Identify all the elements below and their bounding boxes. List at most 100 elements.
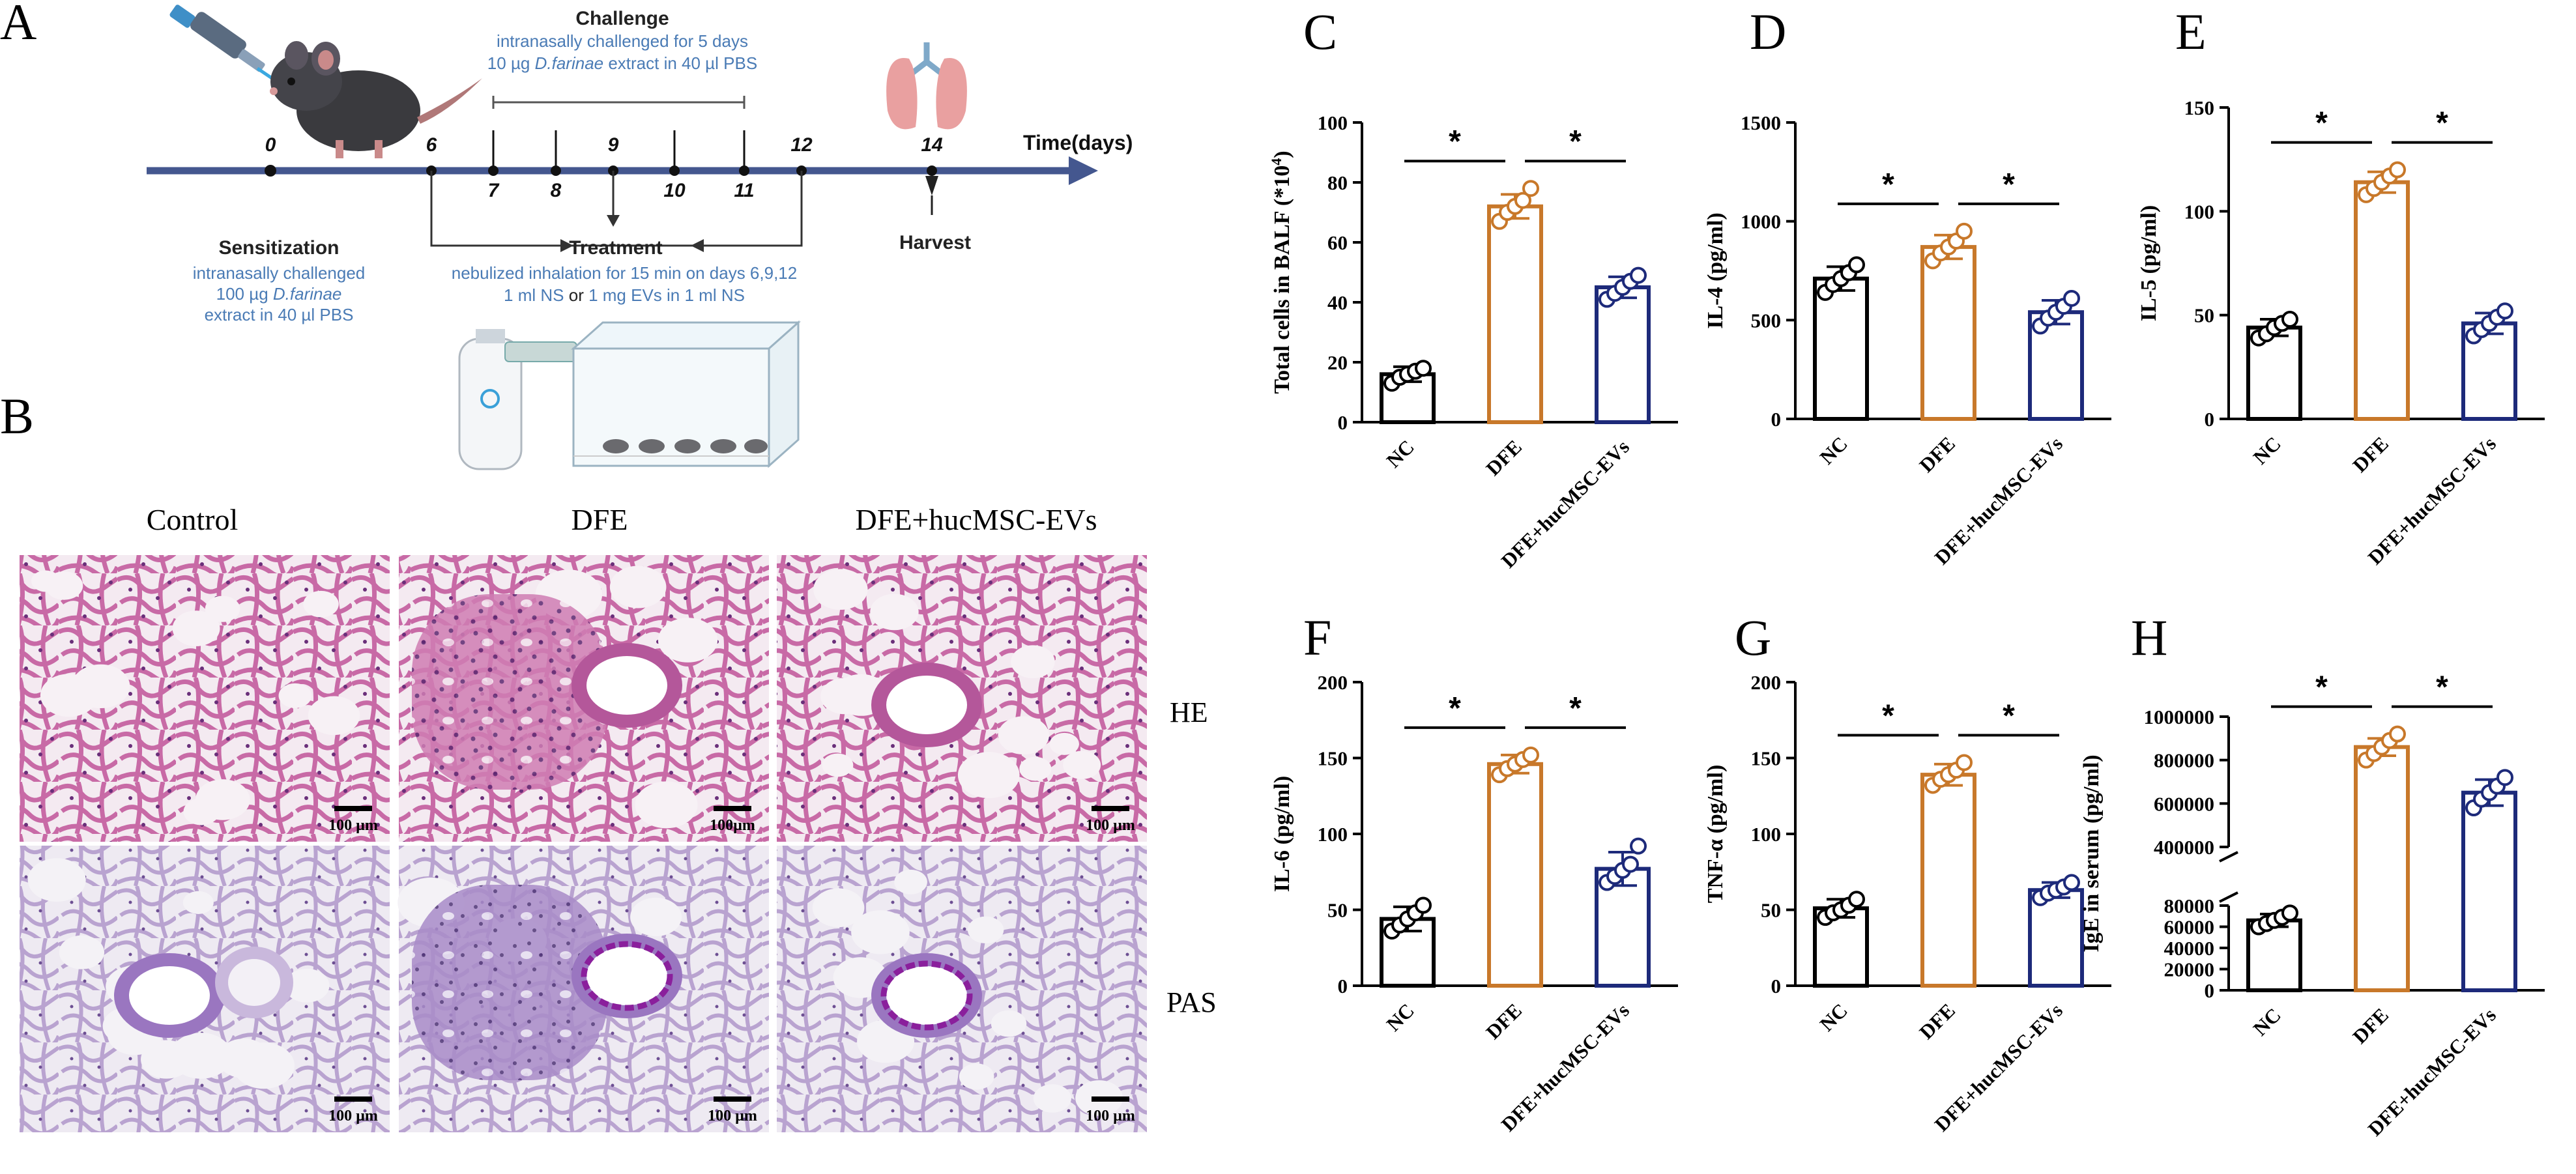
axis-break-mark (2219, 891, 2238, 903)
timeline-day-label: 7 (488, 180, 500, 201)
chart-c: C 0 20 40 60 80 100 Total cells in BALF (*104) N… (1268, 3, 1678, 572)
scale-bar-label: 100 µm (328, 817, 378, 834)
scale-bar (714, 1096, 751, 1102)
bar-dfe (2354, 180, 2410, 421)
timeline-dot-8 (551, 165, 561, 176)
significance-star: * (1449, 691, 1461, 726)
y-tick-label: 1000 (1741, 210, 1781, 233)
data-point (2496, 769, 2513, 786)
scale-bar-label: 100 µm (328, 1108, 378, 1124)
category-label: NC (1382, 999, 1419, 1035)
y-tick-label: 100 (2184, 200, 2215, 223)
panel-letter-g: G (1735, 609, 1771, 666)
y-tick-label: 500 (1751, 309, 1782, 332)
sensitization-line1: intranasally challenged (193, 263, 366, 283)
y-tick-label: 200 (1318, 671, 1348, 694)
treatment-title: Treatment (569, 237, 662, 259)
panel-letter-c: C (1303, 3, 1337, 60)
nebulizer-icon (458, 329, 577, 470)
histology-image-he-3: 100 µm (777, 555, 1147, 842)
significance-star: * (2315, 106, 2328, 141)
bar-dfe (1487, 762, 1543, 988)
histology-image-pas-2: 100 µm (398, 846, 769, 1132)
data-point (1415, 896, 1432, 914)
y-tick-label: 50 (1327, 899, 1348, 922)
scale-bar (1092, 1096, 1129, 1102)
scale-bar-label: 100 µm (1086, 1108, 1135, 1124)
scale-bar-label: 100 µm (708, 1108, 757, 1124)
scale-bar (1092, 806, 1129, 811)
y-tick-label: 0 (2205, 979, 2215, 1002)
significance-star: * (2315, 670, 2328, 705)
timeline-axis-label: Time(days) (1023, 131, 1133, 154)
timeline-dot-10 (669, 165, 680, 176)
lungs-icon (886, 42, 967, 130)
y-axis-label: IL-4 (pg/ml) (1703, 212, 1728, 329)
y-tick-label: 0 (1338, 411, 1348, 434)
significance-star: * (1569, 124, 1582, 159)
category-label: NC (1816, 999, 1852, 1035)
significance-star: * (2436, 106, 2448, 141)
y-tick-label: 400000 (2154, 836, 2214, 859)
y-tick-label: 100 (1318, 823, 1348, 846)
y-axis-label: IL-5 (pg/ml) (2137, 205, 2161, 322)
scale-bar (334, 1096, 372, 1102)
y-tick-label: 150 (1751, 747, 1782, 770)
data-point (2281, 904, 2298, 922)
y-tick-label: 100 (1318, 111, 1348, 134)
timeline-dot-11 (739, 165, 749, 176)
timeline-dot-14 (927, 165, 937, 176)
bar-charts: C 0 20 40 60 80 100 Total cells in BALF (*104) N… (1268, 3, 2545, 1140)
significance-star: * (1882, 167, 1894, 202)
category-label: DFE (1481, 435, 1526, 480)
bar-dfe (1487, 204, 1543, 424)
data-point (1514, 192, 1531, 209)
harvest-label: Harvest (899, 232, 971, 253)
scale-bar (334, 806, 372, 811)
treatment-bracket (430, 171, 803, 247)
panel-b: B Control DFE DFE+hucMSC-EVs HE PAS 100 … (0, 388, 1217, 1132)
histology-image-pas-3: 100 µm (777, 846, 1147, 1132)
data-point (2389, 725, 2406, 743)
panel-letter-e: E (2175, 3, 2207, 60)
axis-break-mark (2219, 851, 2238, 863)
timeline-day-label: 8 (551, 180, 562, 201)
significance-star: * (2436, 670, 2448, 705)
mouse-icon (270, 41, 482, 158)
y-tick-label: 80 (1327, 171, 1348, 194)
histology-row-pas: PAS (1166, 986, 1217, 1018)
bar-dfe (1920, 245, 1976, 421)
category-label: NC (2249, 1003, 2285, 1040)
timeline-ticks: 0 6 7 8 9 10 11 12 14 (265, 130, 943, 201)
histology-image-pas-1: 100 µm (20, 846, 390, 1132)
sensitization-line3: extract in 40 µl PBS (205, 305, 354, 324)
significance-star: * (2003, 167, 2015, 202)
histology-image-he-2: 100µm (399, 555, 769, 842)
y-tick-label: 0 (2205, 408, 2215, 431)
histology-grid: 100 µm 100µm 100 µm 100 µm 100 µm 100 µm (20, 555, 1147, 1132)
sensitization-title: Sensitization (218, 237, 339, 259)
category-label: NC (1382, 435, 1419, 472)
panel-letter-a: A (0, 0, 36, 50)
category-label: DFE (2348, 1003, 2393, 1048)
y-tick-label: 0 (1771, 408, 1782, 431)
bar-dfe (2354, 745, 2410, 992)
y-tick-label: 40000 (2164, 937, 2215, 960)
sensitization-line2: 100 µg D.farinae (216, 284, 342, 304)
timeline-dot-7 (488, 165, 499, 176)
data-point (2389, 161, 2406, 179)
panel-letter-b: B (0, 388, 34, 444)
panel-a: A Challenge (0, 0, 1133, 470)
data-point (2281, 311, 2298, 328)
data-point (1622, 855, 1639, 873)
y-tick-label: 20 (1327, 351, 1348, 374)
y-axis-label: TNF-α (pg/ml) (1703, 765, 1728, 904)
data-point (1630, 837, 1647, 855)
challenge-line2: 10 µg D.farinae extract in 40 µl PBS (487, 53, 757, 73)
challenge-line1: intranasally challenged for 5 days (497, 31, 748, 51)
data-point (1848, 891, 1865, 908)
